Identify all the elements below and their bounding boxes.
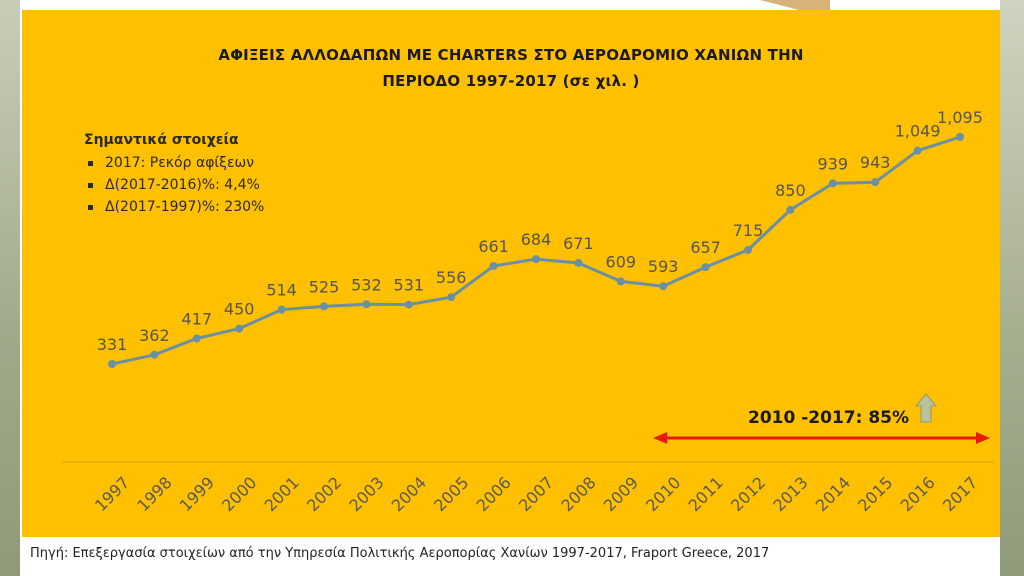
source-note: Πηγή: Επεξεργασία στοιχείων από την Υπηρ…: [30, 546, 770, 561]
data-point: [489, 261, 498, 270]
data-point: [913, 146, 922, 155]
data-point: [701, 263, 710, 272]
data-point: [150, 350, 159, 359]
data-point: [659, 282, 668, 291]
period-arrow-right-head: [976, 432, 990, 444]
data-label: 657: [690, 238, 721, 257]
x-tick-label: 2002: [303, 473, 345, 515]
data-label: 593: [648, 257, 679, 276]
data-point: [320, 302, 328, 311]
data-point: [532, 255, 540, 264]
key-fact-text: 2017: Ρεκόρ αφίξεων: [105, 155, 255, 171]
data-label: 514: [266, 281, 297, 300]
data-label: 362: [139, 326, 170, 345]
data-label: 525: [309, 277, 340, 296]
x-tick-label: 2007: [515, 473, 557, 515]
bullet-icon: [88, 160, 93, 166]
data-label: 417: [182, 309, 213, 328]
data-point: [447, 293, 456, 302]
data-point: [956, 133, 964, 141]
x-tick-label: 2014: [812, 473, 854, 515]
key-fact-item: Δ(2017-2016)%: 4,4%: [84, 174, 264, 196]
data-point: [362, 300, 371, 309]
data-point: [404, 300, 413, 309]
bullet-icon: [88, 182, 93, 188]
data-label: 939: [818, 154, 849, 173]
data-point: [616, 277, 625, 286]
x-tick-label: 1999: [176, 473, 218, 515]
data-point: [786, 205, 795, 214]
key-facts-box: Σημαντικά στοιχεία 2017: Ρεκόρ αφίξεων Δ…: [84, 132, 264, 218]
right-decoration: [1000, 0, 1024, 576]
data-label: 684: [521, 230, 552, 249]
chart-panel: ΑΦΙΞΕΙΣ ΑΛΛΟΔΑΠΩΝ ΜΕ CHARTERS ΣΤΟ ΑΕΡΟΔΡ…: [22, 10, 1000, 537]
data-label: 609: [606, 252, 637, 271]
x-tick-label: 2010: [642, 473, 684, 515]
data-point: [108, 360, 116, 368]
x-tick-label: 2015: [854, 473, 896, 515]
x-tick-label: 1997: [91, 473, 133, 515]
data-label: 331: [97, 335, 128, 354]
x-tick-label: 2005: [430, 473, 472, 515]
data-label: 715: [733, 221, 764, 240]
key-fact-item: 2017: Ρεκόρ αφίξεων: [84, 152, 264, 174]
data-label: 661: [478, 237, 509, 256]
key-fact-text: Δ(2017-2016)%: 4,4%: [105, 177, 260, 193]
x-tick-label: 2006: [473, 473, 515, 515]
x-tick-label: 2016: [897, 473, 939, 515]
data-point: [574, 258, 583, 267]
x-tick-label: 2012: [727, 473, 769, 515]
data-label: 532: [351, 275, 382, 294]
key-fact-item: Δ(2017-1997)%: 230%: [84, 196, 264, 218]
data-point: [235, 324, 244, 333]
data-point: [192, 334, 201, 343]
x-tick-label: 2004: [388, 473, 430, 515]
data-label: 450: [224, 300, 255, 319]
data-label: 1,049: [895, 122, 941, 141]
x-tick-label: 1998: [133, 473, 175, 515]
chart-title-line-1: ΑΦΙΞΕΙΣ ΑΛΛΟΔΑΠΩΝ ΜΕ CHARTERS ΣΤΟ ΑΕΡΟΔΡ…: [218, 46, 804, 64]
data-label: 1,095: [937, 108, 983, 127]
data-point: [277, 305, 286, 314]
x-tick-label: 2008: [557, 473, 599, 515]
left-decoration: [0, 0, 20, 576]
x-tick-label: 2001: [261, 473, 303, 515]
line-chart: 331 362 417 450 514 525 532 531 556 661 684 671 609 5…: [62, 108, 994, 515]
up-arrow-icon: [914, 393, 938, 423]
x-tick-label: 2003: [345, 473, 387, 515]
x-tick-label: 2009: [600, 473, 642, 515]
chart-title-line-2: ΠΕΡΙΟΔΟ 1997-2017 (σε χιλ. ): [382, 72, 640, 90]
key-fact-text: Δ(2017-1997)%: 230%: [105, 199, 265, 215]
data-label: 671: [563, 234, 594, 253]
data-point: [828, 179, 837, 188]
x-tick-label: 2011: [685, 473, 727, 515]
data-point: [744, 245, 752, 254]
period-arrow-left-head: [653, 432, 668, 444]
x-tick-label: 2017: [939, 473, 981, 515]
bullet-icon: [88, 204, 93, 210]
data-label: 531: [394, 276, 425, 295]
data-point: [871, 178, 880, 187]
key-facts-heading: Σημαντικά στοιχεία: [84, 132, 239, 148]
period-growth-label: 2010 -2017: 85%: [748, 408, 910, 428]
data-label: 943: [860, 153, 891, 172]
data-label: 850: [775, 181, 806, 200]
x-tick-label: 2000: [218, 473, 260, 515]
x-tick-label: 2013: [769, 473, 811, 515]
data-label: 556: [436, 268, 467, 287]
